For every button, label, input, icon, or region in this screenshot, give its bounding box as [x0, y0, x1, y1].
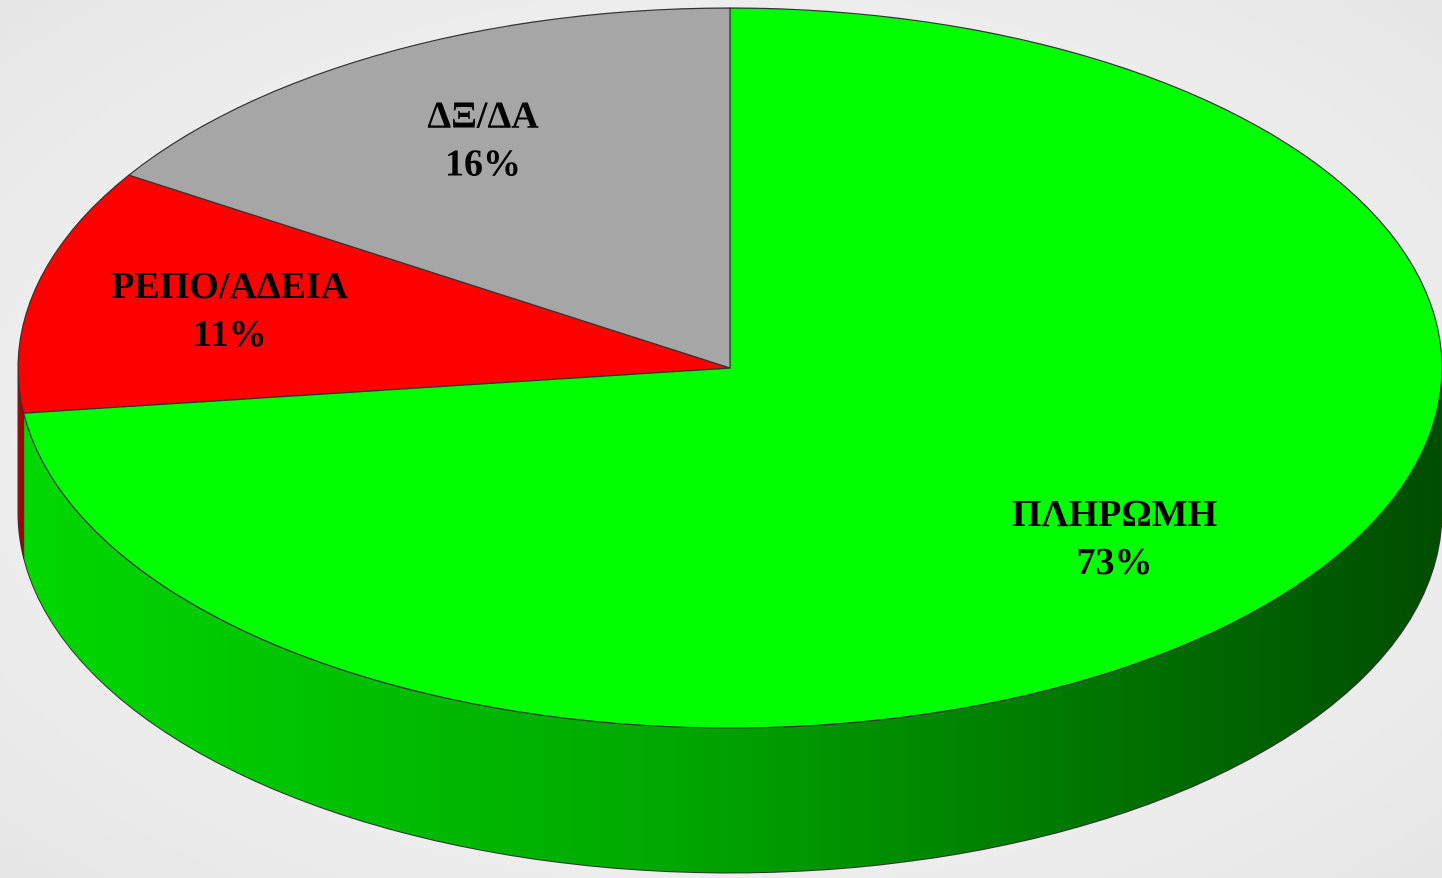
slice-label: ΔΞ/ΔΑ [427, 95, 539, 137]
slice [22, 7, 1442, 729]
value-label: 11% [193, 313, 267, 355]
slice-label: ΠΛΗΡΩΜΗ [1012, 493, 1217, 535]
slice-label: ΡΕΠΟ/ΑΔΕΙΑ [111, 265, 349, 307]
value-label: 16% [445, 143, 521, 185]
slice [17, 174, 731, 414]
slice [127, 7, 731, 369]
value-label: 73% [1077, 541, 1153, 583]
